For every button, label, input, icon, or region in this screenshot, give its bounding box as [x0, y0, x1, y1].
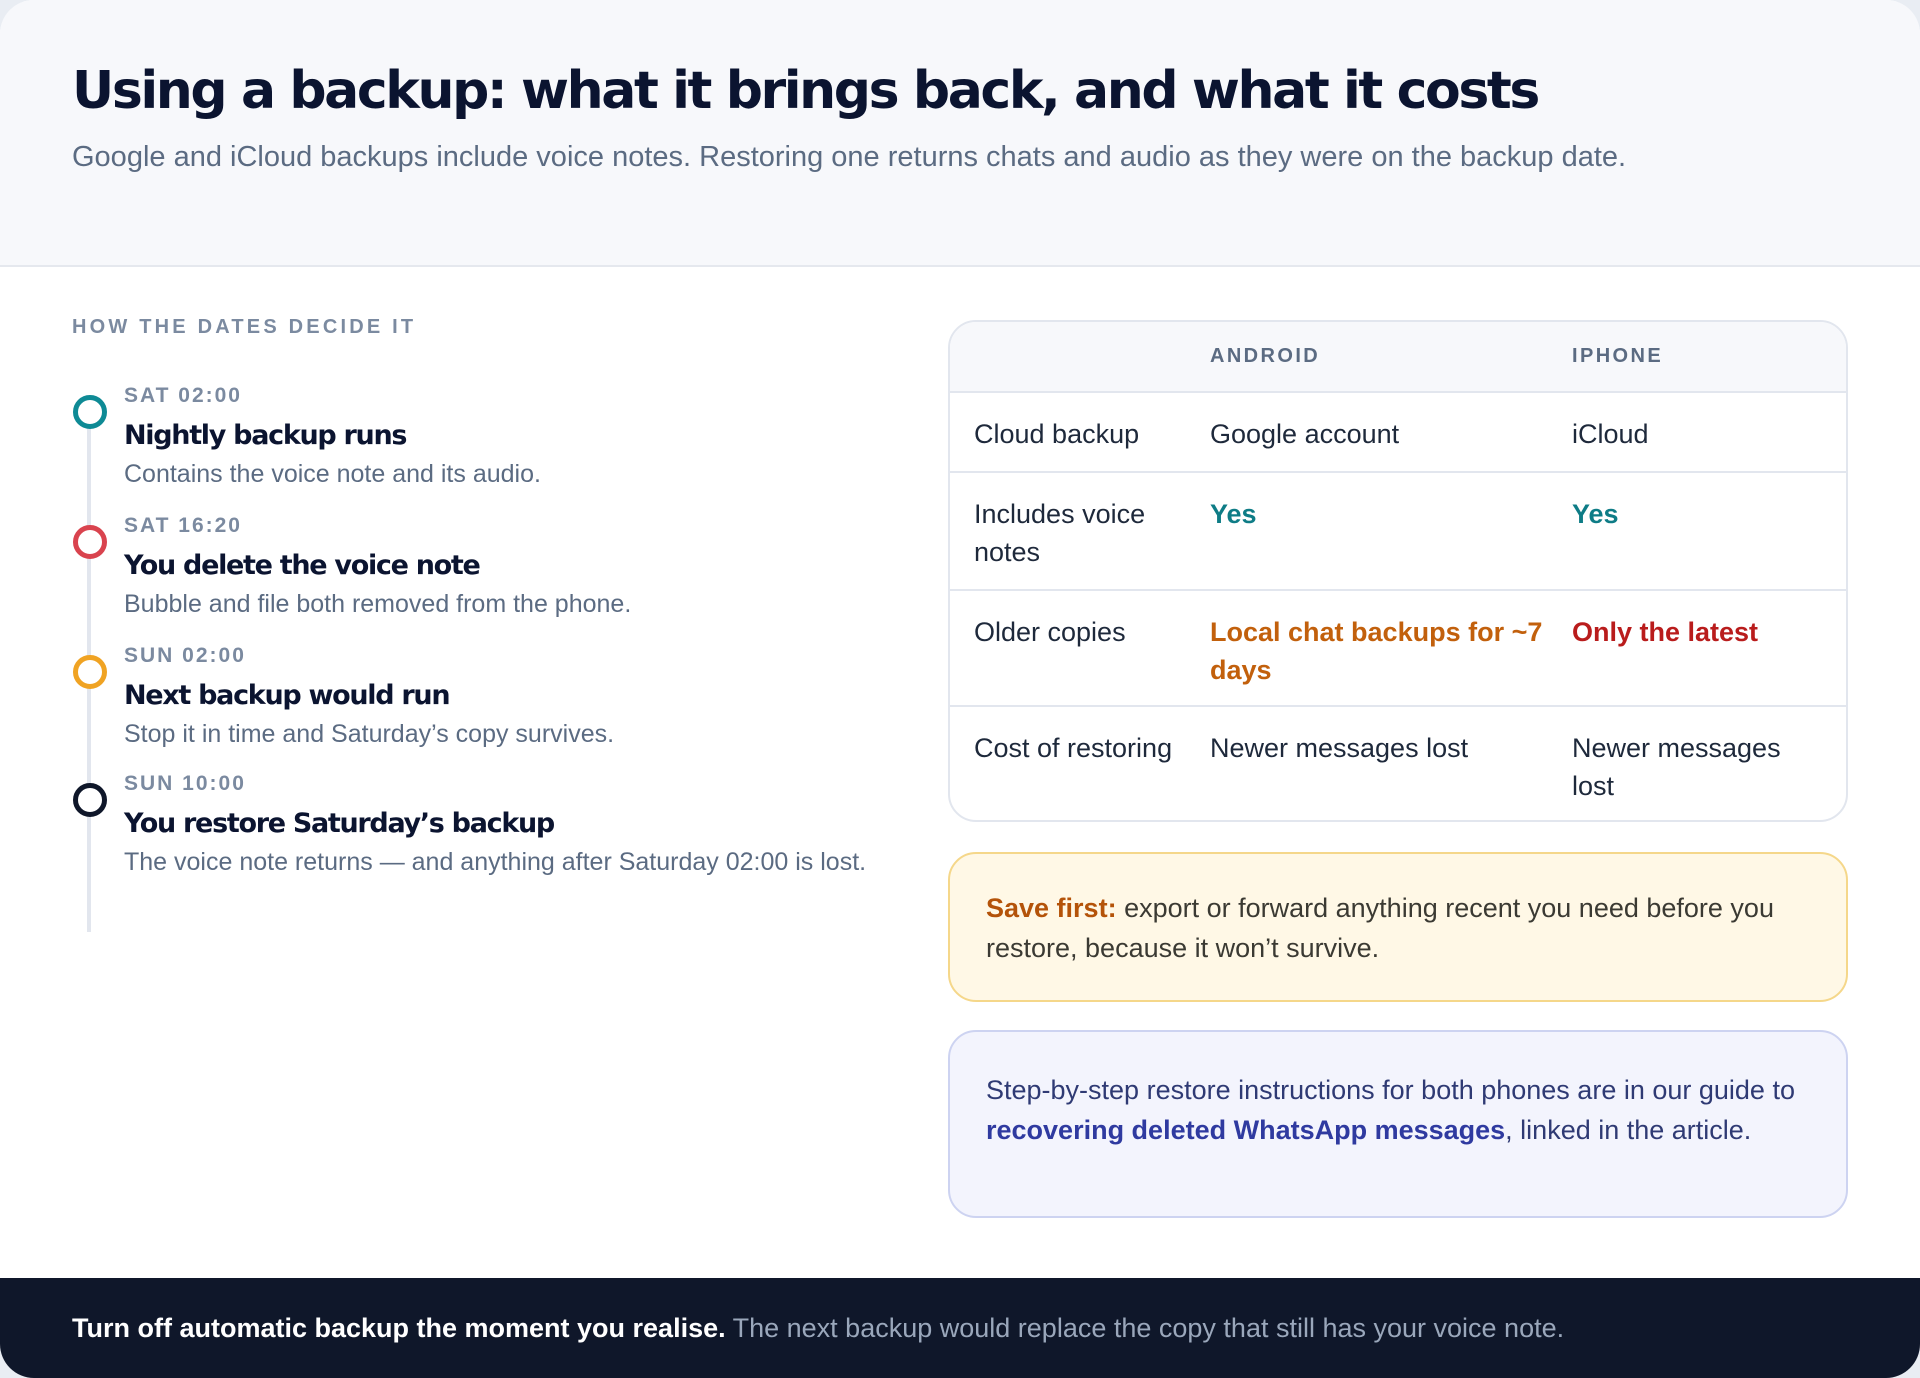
android-cell: Newer messages lost [1210, 733, 1469, 763]
timeline-desc: Bubble and file both removed from the ph… [124, 590, 632, 618]
iphone-cell: Yes [1572, 472, 1846, 591]
table-header-iphone: IPHONE [1572, 322, 1846, 393]
table-row: Cost of restoring Newer messages lost Ne… [950, 706, 1846, 820]
timeline-dot-icon [73, 783, 107, 817]
table-row: Older copies Local chat backups for ~7 d… [950, 590, 1846, 707]
android-cell: Yes [1210, 472, 1572, 591]
comparison-table: ANDROID IPHONE Cloud backup Google accou… [948, 320, 1848, 822]
timeline-title: You delete the voice note [124, 550, 481, 581]
timeline-dot-icon [73, 655, 107, 689]
footer-banner: Turn off automatic backup the moment you… [0, 1278, 1920, 1378]
save-first-callout: Save first: export or forward anything r… [948, 852, 1848, 1002]
table-header-empty [950, 322, 1210, 393]
table-row: Includes voice notes Yes Yes [950, 472, 1846, 591]
page-subtitle: Google and iCloud backups include voice … [72, 141, 1627, 173]
android-cell: Google account [1210, 392, 1572, 473]
timeline-title: Nightly backup runs [124, 420, 407, 451]
timeline-desc: Contains the voice note and its audio. [124, 460, 541, 488]
timeline-desc: Stop it in time and Saturday’s copy surv… [124, 720, 615, 748]
timeline-desc: The voice note returns — and anything af… [124, 848, 867, 876]
table-row: Cloud backup Google account iCloud [950, 392, 1846, 473]
timeline-title: Next backup would run [124, 680, 451, 711]
guide-callout: Step-by-step restore instructions for bo… [948, 1030, 1848, 1218]
row-label: Cost of restoring [974, 733, 1173, 763]
timeline-time: SUN 10:00 [124, 772, 246, 795]
guide-link[interactable]: recovering deleted WhatsApp messages [986, 1115, 1506, 1145]
footer-text: The next backup would replace the copy t… [725, 1313, 1565, 1343]
timeline-time: SUN 02:00 [124, 644, 246, 667]
row-label: Cloud backup [950, 392, 1210, 473]
row-label: Includes voice notes [950, 472, 1210, 591]
page-title: Using a backup: what it brings back, and… [72, 61, 1540, 121]
iphone-cell: Only the latest [1572, 590, 1846, 707]
iphone-cell: Newer messages lost [1572, 733, 1781, 801]
header: Using a backup: what it brings back, and… [0, 0, 1920, 267]
save-first-text: export or forward anything recent you ne… [986, 893, 1774, 963]
timeline-title: You restore Saturday’s backup [124, 808, 555, 839]
footer-strong: Turn off automatic backup the moment you… [72, 1313, 726, 1343]
save-first-label: Save first: [986, 893, 1117, 923]
timeline-dot-icon [73, 525, 107, 559]
timeline-dot-icon [73, 395, 107, 429]
guide-text-after: , linked in the article. [1505, 1115, 1752, 1145]
timeline-time: SAT 02:00 [124, 384, 242, 407]
timeline-time: SAT 16:20 [124, 514, 242, 537]
table-header-android: ANDROID [1210, 322, 1572, 393]
iphone-cell: iCloud [1572, 392, 1846, 473]
android-cell: Local chat backups for ~7 days [1210, 590, 1572, 707]
row-label: Older copies [950, 590, 1210, 707]
guide-text-before: Step-by-step restore instructions for bo… [986, 1075, 1795, 1105]
timeline-label: HOW THE DATES DECIDE IT [72, 316, 417, 338]
